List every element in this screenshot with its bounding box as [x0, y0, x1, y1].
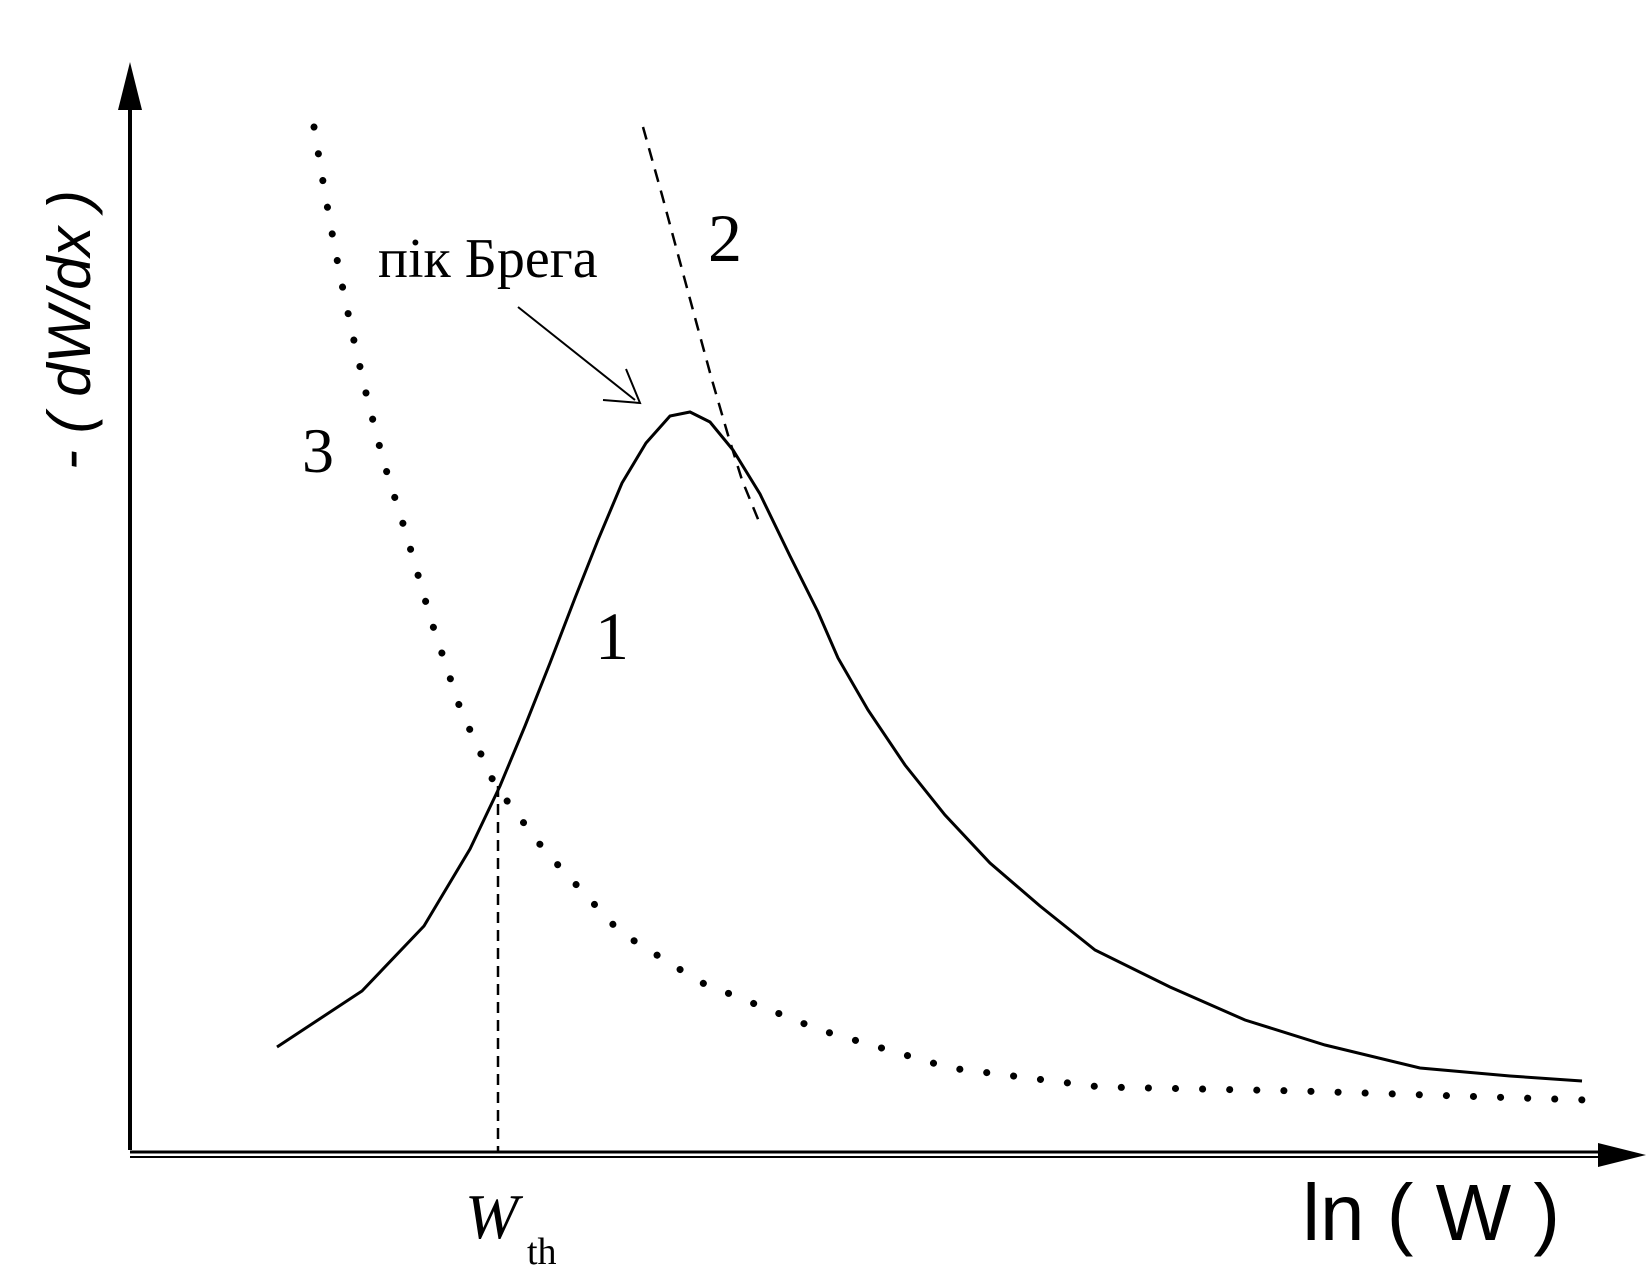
curve-3-label: 3: [302, 415, 334, 486]
curve-2-dashed: [641, 126, 762, 525]
curve-1-bragg: [276, 410, 1583, 1083]
bragg-peak-arrowhead: [602, 368, 642, 405]
y-axis-label: - ( dW/dx ): [36, 190, 103, 470]
bragg-peak-annotation: пік Брега: [378, 228, 598, 290]
curve-1-label: 1: [595, 598, 629, 674]
threshold-label-main: W: [465, 1181, 524, 1252]
curve-2-label: 2: [708, 200, 742, 276]
y-axis-arrowhead: [118, 62, 142, 110]
x-axis-label: ln ( W ): [1302, 1168, 1560, 1257]
bragg-peak-arrow-shaft: [517, 306, 636, 401]
axes: [118, 62, 1646, 1167]
x-axis-arrowhead: [1598, 1143, 1646, 1167]
threshold-label-subscript: th: [527, 1231, 557, 1273]
